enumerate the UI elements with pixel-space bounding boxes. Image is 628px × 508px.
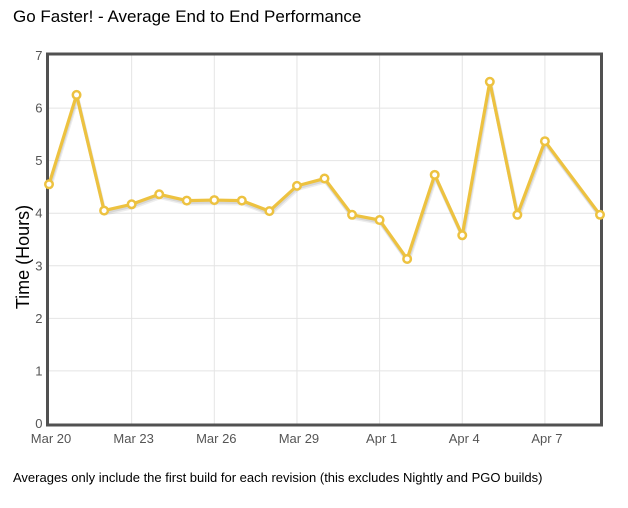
data-point[interactable] xyxy=(319,173,330,184)
x-tick-label: Mar 23 xyxy=(113,431,153,446)
data-point[interactable] xyxy=(126,199,137,210)
x-tick-label: Mar 29 xyxy=(279,431,319,446)
data-point[interactable] xyxy=(374,215,385,226)
data-point[interactable] xyxy=(457,230,468,241)
data-point[interactable] xyxy=(209,195,220,206)
data-point[interactable] xyxy=(402,253,413,264)
x-tick-label: Mar 20 xyxy=(31,431,71,446)
data-point[interactable] xyxy=(236,195,247,206)
chart-title: Go Faster! - Average End to End Performa… xyxy=(13,7,362,26)
data-point[interactable] xyxy=(71,89,82,100)
y-tick-label: 3 xyxy=(35,258,42,273)
x-tick-label: Apr 4 xyxy=(449,431,480,446)
data-point[interactable] xyxy=(291,180,302,191)
data-point[interactable] xyxy=(484,76,495,87)
y-tick-label: 1 xyxy=(35,363,42,378)
y-tick-label: 2 xyxy=(35,311,42,326)
data-point[interactable] xyxy=(595,209,605,220)
data-point[interactable] xyxy=(512,209,523,220)
data-point[interactable] xyxy=(347,209,358,220)
data-point[interactable] xyxy=(99,205,110,216)
data-point[interactable] xyxy=(181,195,192,206)
data-point[interactable] xyxy=(154,189,165,200)
y-tick-label: 4 xyxy=(35,206,42,221)
axis-tick-labels: 0 1 2 3 4 5 6 7 Mar 20 Mar 23 Mar 26 Mar 29 Apr 1 Apr… xyxy=(31,48,563,446)
y-axis-title: Time (Hours) xyxy=(13,205,33,309)
y-tick-label: 0 xyxy=(35,416,42,431)
chart-footnote: Averages only include the first build fo… xyxy=(13,470,543,485)
chart-gridlines xyxy=(49,55,600,424)
data-point[interactable] xyxy=(539,136,550,147)
y-tick-label: 5 xyxy=(35,153,42,168)
data-point[interactable] xyxy=(264,206,275,217)
x-tick-label: Mar 26 xyxy=(196,431,236,446)
x-tick-label: Apr 7 xyxy=(531,431,562,446)
data-point-markers xyxy=(44,76,605,264)
y-tick-label: 6 xyxy=(35,101,42,116)
x-tick-label: Apr 1 xyxy=(366,431,397,446)
y-tick-label: 7 xyxy=(35,48,42,63)
data-point[interactable] xyxy=(44,179,54,190)
chart-canvas[interactable]: 0 1 2 3 4 5 6 7 Mar 20 Mar 23 Mar 26 Mar 29 Apr 1 Apr… xyxy=(0,0,628,460)
data-point[interactable] xyxy=(429,169,440,180)
plot-border xyxy=(46,52,603,427)
